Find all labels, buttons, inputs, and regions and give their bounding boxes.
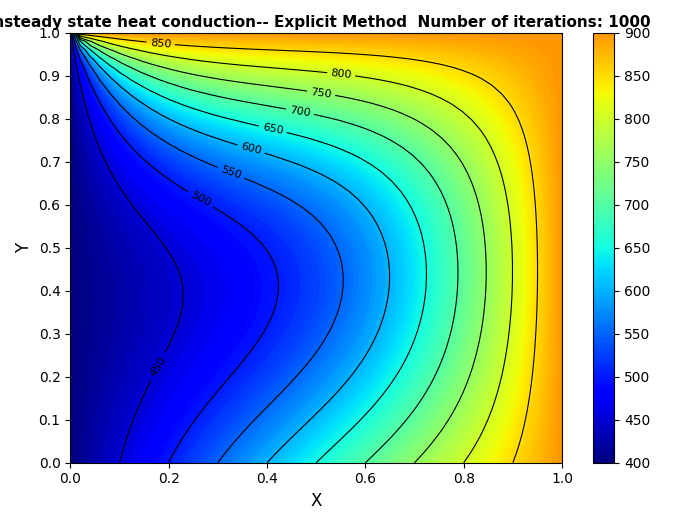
Text: 550: 550 [219, 165, 242, 181]
Y-axis label: Y: Y [15, 243, 33, 253]
Text: 800: 800 [330, 68, 352, 80]
Text: 450: 450 [148, 354, 168, 378]
Title: Unsteady state heat conduction-- Explicit Method  Number of iterations: 1000: Unsteady state heat conduction-- Explici… [0, 15, 651, 30]
Text: 500: 500 [189, 190, 212, 208]
Text: 750: 750 [310, 87, 332, 99]
Text: 600: 600 [239, 142, 262, 156]
Text: 650: 650 [261, 122, 284, 136]
Text: 850: 850 [150, 38, 171, 49]
Text: 700: 700 [288, 105, 311, 118]
X-axis label: X: X [311, 492, 322, 510]
